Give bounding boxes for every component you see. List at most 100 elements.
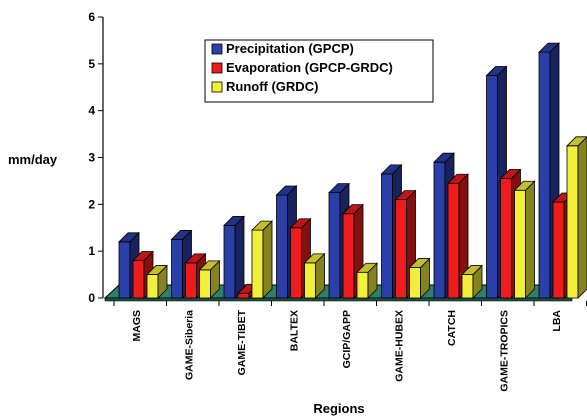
x-category-label: GAME-TROPICS xyxy=(499,310,511,392)
x-category-label: GAME-HUBEX xyxy=(394,310,406,382)
y-tick-label: 5 xyxy=(88,57,95,71)
x-category-label: LBA xyxy=(551,310,563,332)
bar-front xyxy=(146,274,159,299)
bar-top xyxy=(513,180,536,191)
bar-front xyxy=(171,239,183,299)
bar-top xyxy=(303,253,326,264)
bar xyxy=(447,173,469,299)
bar xyxy=(251,220,273,299)
bar-front xyxy=(447,182,460,299)
y-tick-label: 1 xyxy=(88,244,95,258)
bar-top xyxy=(538,42,560,53)
bar-front xyxy=(132,260,145,299)
legend-swatch xyxy=(211,81,223,93)
bar xyxy=(356,262,378,299)
legend-item: Runoff (GRDC) xyxy=(211,79,318,94)
bar-top xyxy=(356,262,378,273)
bar-top xyxy=(461,265,483,275)
bar-front xyxy=(237,292,250,299)
bar xyxy=(408,257,431,299)
x-category-label: GCIP/GAPP xyxy=(341,310,353,368)
y-tick-label: 3 xyxy=(88,151,95,165)
y-tick-label: 6 xyxy=(88,10,95,24)
bar-front xyxy=(276,194,288,299)
bar-front xyxy=(342,213,355,299)
legend-item: Precipitation (GPCP) xyxy=(211,41,354,56)
bar-top xyxy=(118,232,140,243)
bar-front xyxy=(395,199,407,299)
bar-front xyxy=(566,145,579,299)
bar-top xyxy=(485,66,508,76)
floor-front xyxy=(104,297,573,302)
legend-swatch xyxy=(211,62,223,74)
legend-label: Evaporation (GPCP-GRDC) xyxy=(226,60,393,75)
bar-top xyxy=(408,258,431,268)
bar-top xyxy=(342,204,364,215)
bar-top xyxy=(251,220,273,231)
bar-front xyxy=(223,225,236,299)
bar-top xyxy=(275,185,298,196)
bar-top xyxy=(433,152,455,163)
x-category-label: GAME-Siberia xyxy=(184,310,196,380)
legend-box xyxy=(204,39,434,103)
bar-top xyxy=(447,173,469,184)
bar-side xyxy=(525,180,535,299)
y-axis-title: mm/day xyxy=(8,152,58,167)
bar-top xyxy=(132,251,154,261)
y-tick-label: 0 xyxy=(88,291,95,305)
bar-top xyxy=(198,260,221,271)
bar xyxy=(223,215,245,299)
chart-labels: 0 1 2 3 4 5 6 MAGS GAME-Siberia GAME-TIBET BALTEX G… xyxy=(88,10,563,392)
bar-side xyxy=(577,136,587,299)
x-category-label: MAGS xyxy=(131,310,143,342)
bar xyxy=(146,264,168,299)
bar-top xyxy=(146,265,168,275)
bar-side xyxy=(234,215,245,299)
bar-front xyxy=(500,178,512,299)
bar xyxy=(566,136,587,299)
bar-front xyxy=(409,267,421,299)
bar-front xyxy=(538,51,551,299)
x-category-label: BALTEX xyxy=(289,310,301,351)
y-tick-label: 2 xyxy=(88,197,95,211)
bar-top xyxy=(566,136,587,147)
bar-front xyxy=(433,161,446,299)
legend-item: Evaporation (GPCP-GRDC) xyxy=(211,60,393,75)
bar-front xyxy=(304,262,316,299)
bar-front xyxy=(118,241,131,299)
bar-front xyxy=(552,201,565,299)
bar xyxy=(513,180,536,299)
chart-bars xyxy=(118,42,587,299)
bar-front xyxy=(514,189,526,299)
x-axis-title: Regions xyxy=(313,401,364,416)
bar xyxy=(198,259,221,299)
bar-front xyxy=(199,269,211,299)
bar-top xyxy=(394,190,417,201)
bar-front xyxy=(356,271,369,299)
bar xyxy=(461,264,483,299)
legend-label: Runoff (GRDC) xyxy=(226,79,318,94)
bar-front xyxy=(328,192,341,299)
bar-front xyxy=(486,75,498,299)
bar-top xyxy=(184,253,207,264)
bar-front xyxy=(381,173,393,299)
bar-front xyxy=(251,229,264,299)
bar-front xyxy=(185,262,197,299)
bar-top xyxy=(328,183,350,194)
legend-swatch xyxy=(211,43,223,55)
y-tick-label: 4 xyxy=(88,104,95,118)
bar-top xyxy=(499,169,522,179)
legend: Precipitation (GPCP) Evaporation (GPCP-GR… xyxy=(204,39,434,103)
bar-front xyxy=(290,227,302,299)
bar-top xyxy=(223,216,245,226)
bar-top xyxy=(380,164,403,175)
bar xyxy=(303,252,326,299)
x-category-label: GAME-TIBET xyxy=(236,309,248,375)
bar-top xyxy=(170,230,193,240)
bar-side xyxy=(262,220,273,299)
legend-label: Precipitation (GPCP) xyxy=(226,41,354,56)
bar-front xyxy=(461,274,474,299)
x-category-label: CATCH xyxy=(446,310,458,346)
bar-top xyxy=(289,218,312,229)
